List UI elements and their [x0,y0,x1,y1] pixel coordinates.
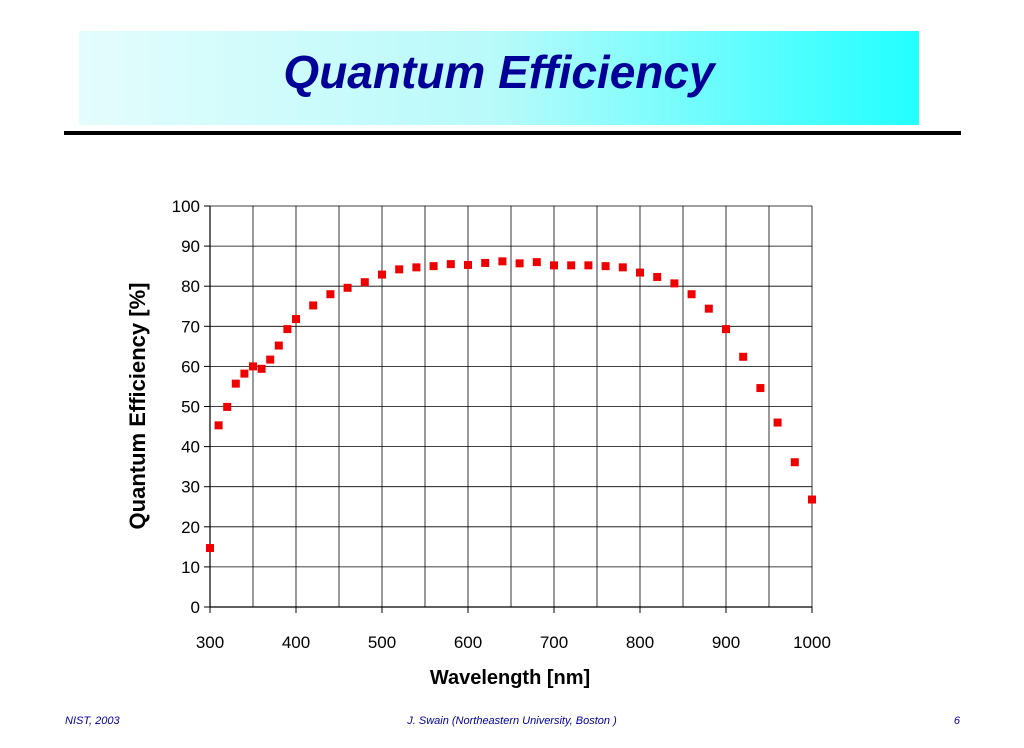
data-point [567,261,576,270]
data-point [429,262,438,271]
data-point [446,260,455,269]
y-tick-label: 100 [172,197,200,216]
data-point [266,355,275,364]
x-tick-label: 500 [368,633,396,652]
y-tick-label: 70 [181,317,200,336]
data-point [532,258,541,267]
data-point [378,270,386,279]
x-tick-label: 1000 [793,633,831,652]
tick-labels: 0 10 20 30 40 50 60 70 80 90 100 300 400 500 600 700 800… [172,197,831,652]
data-point [206,544,214,553]
y-tick-label: 10 [181,558,200,577]
axes [204,205,813,613]
x-tick-label: 300 [196,633,224,652]
data-point [670,279,679,288]
y-tick-label: 50 [181,398,200,417]
y-tick-label: 0 [191,598,200,617]
y-axis-title: Quantum Efficiency [%] [125,283,150,530]
data-point [704,304,713,313]
data-point [756,384,765,393]
x-tick-label: 600 [454,633,482,652]
data-point [360,278,369,287]
title-divider [64,131,961,135]
y-tick-label: 30 [181,478,200,497]
data-point [618,263,627,272]
data-point [464,260,472,269]
data-point [808,495,816,504]
data-point [584,261,593,270]
data-point [292,315,300,324]
data-point [653,272,662,281]
data-point [790,458,799,467]
data-point [395,265,404,274]
data-point [283,325,292,334]
grid [210,205,813,607]
data-point [240,369,249,378]
y-tick-label: 40 [181,438,200,457]
data-point [309,301,318,310]
y-tick-label: 60 [181,357,200,376]
y-tick-label: 90 [181,237,200,256]
data-point [249,362,257,371]
data-point [687,290,696,299]
data-point [481,258,490,267]
footer-left: NIST, 2003 [65,715,120,727]
data-point [231,379,240,388]
data-point [326,290,335,299]
y-tick-label: 80 [181,277,200,296]
page-number: 6 [953,715,960,727]
data-point [274,341,283,350]
data-point [636,268,644,277]
data-point [550,261,558,270]
data-points [206,257,816,553]
x-tick-label: 800 [626,633,654,652]
data-point [343,283,352,292]
y-tick-label: 20 [181,518,200,537]
title-banner: Quantum Efficiency [79,31,919,125]
x-axis-title: Wavelength [nm] [430,667,590,689]
data-point [515,259,524,268]
data-point [214,421,223,430]
data-point [223,402,232,411]
slide-title: Quantum Efficiency [283,46,715,98]
footer-center: J. Swain (Northeastern University, Bosto… [407,715,617,727]
x-tick-label: 400 [282,633,310,652]
data-point [773,418,782,427]
x-tick-label: 900 [712,633,740,652]
data-point [601,262,610,271]
data-point [722,325,730,334]
data-point [739,352,748,361]
x-tick-label: 700 [540,633,568,652]
data-point [498,257,507,266]
data-point [257,364,266,373]
data-point [412,263,421,272]
